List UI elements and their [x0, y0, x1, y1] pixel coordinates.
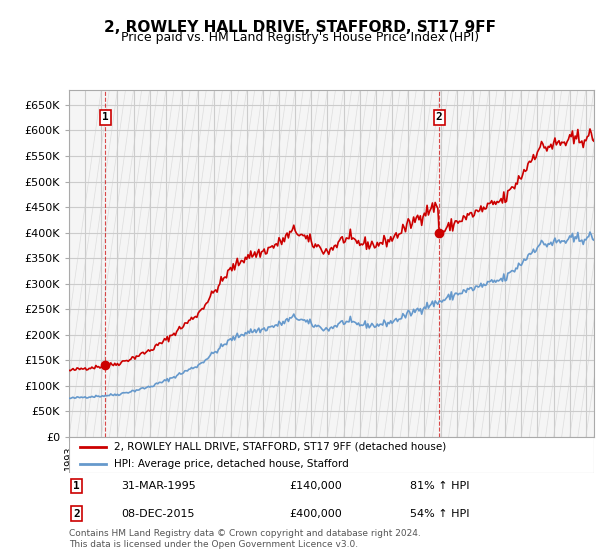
- Text: 54% ↑ HPI: 54% ↑ HPI: [410, 508, 470, 519]
- Text: 2: 2: [74, 508, 80, 519]
- Text: Contains HM Land Registry data © Crown copyright and database right 2024.
This d: Contains HM Land Registry data © Crown c…: [69, 529, 421, 549]
- Text: 08-DEC-2015: 08-DEC-2015: [121, 508, 195, 519]
- Text: £140,000: £140,000: [290, 481, 342, 491]
- Text: 2, ROWLEY HALL DRIVE, STAFFORD, ST17 9FF (detached house): 2, ROWLEY HALL DRIVE, STAFFORD, ST17 9FF…: [113, 442, 446, 452]
- Text: 81% ↑ HPI: 81% ↑ HPI: [410, 481, 470, 491]
- Text: HPI: Average price, detached house, Stafford: HPI: Average price, detached house, Staf…: [113, 459, 349, 469]
- Text: 1: 1: [74, 481, 80, 491]
- FancyBboxPatch shape: [69, 437, 594, 473]
- Text: 1: 1: [102, 113, 109, 123]
- Text: 31-MAR-1995: 31-MAR-1995: [121, 481, 196, 491]
- Text: £400,000: £400,000: [290, 508, 342, 519]
- Text: 2: 2: [436, 113, 443, 123]
- Text: Price paid vs. HM Land Registry's House Price Index (HPI): Price paid vs. HM Land Registry's House …: [121, 31, 479, 44]
- Text: 2, ROWLEY HALL DRIVE, STAFFORD, ST17 9FF: 2, ROWLEY HALL DRIVE, STAFFORD, ST17 9FF: [104, 20, 496, 35]
